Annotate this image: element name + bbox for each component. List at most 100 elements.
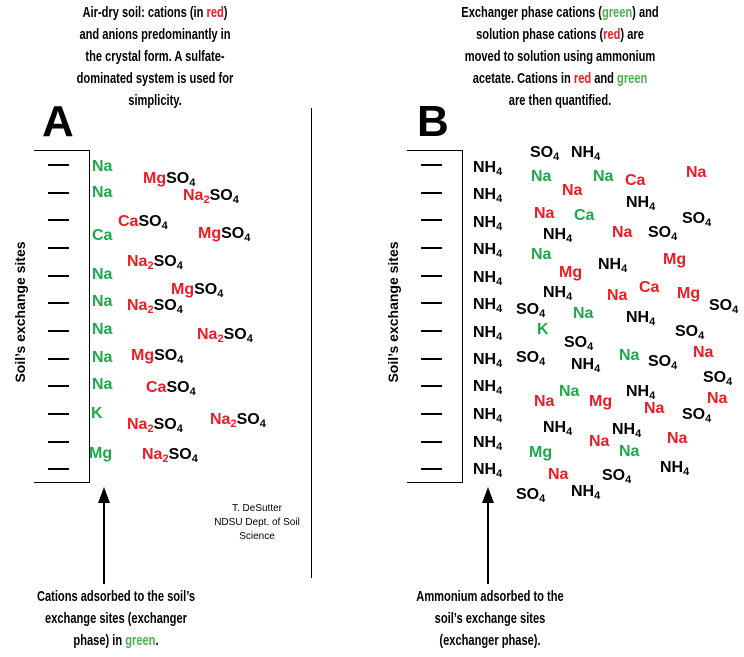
subscript: 2 xyxy=(147,260,154,272)
text-segment: Mg xyxy=(677,285,701,302)
text-segment: SO xyxy=(516,301,540,318)
text-segment: K xyxy=(537,321,549,338)
subscript: 4 xyxy=(705,413,712,425)
text-segment: SO xyxy=(166,170,190,187)
ion-label: Mg xyxy=(677,284,700,304)
ion-label: NH4 xyxy=(571,143,600,163)
subscript: 4 xyxy=(244,232,251,244)
subscript: 4 xyxy=(246,333,253,345)
ion-label: NH4 xyxy=(473,213,502,233)
panel-divider xyxy=(311,108,312,578)
ion-label: NH4 xyxy=(473,268,502,288)
exchange-site-tick xyxy=(48,413,69,415)
ion-label: Mg xyxy=(589,392,612,412)
subscript: 4 xyxy=(176,304,183,316)
exchange-site-tick xyxy=(48,358,69,360)
text-segment: SO xyxy=(166,379,190,396)
text-segment: Na xyxy=(619,347,640,364)
text-segment: Na xyxy=(619,443,640,460)
text-segment: Na xyxy=(92,376,113,393)
ion-label: Na xyxy=(92,157,112,177)
ion-label: CaSO4 xyxy=(146,378,196,398)
text-segment: Na xyxy=(612,224,633,241)
panel-b-axis-label: Soil’s exchange sites xyxy=(385,241,401,383)
caption-line: Exchanger phase cations (green) and xyxy=(449,2,671,24)
caption-line: moved to solution using ammonium xyxy=(449,46,671,68)
text-segment: Na xyxy=(707,390,728,407)
exchange-site-tick xyxy=(421,468,442,470)
exchange-site-tick xyxy=(421,247,442,249)
text-segment: Na xyxy=(92,321,113,338)
text-segment: NH xyxy=(626,383,650,400)
text-segment: the crystal form. A sulfate- xyxy=(85,48,225,65)
ion-label: Mg xyxy=(89,444,112,464)
ion-label: NH4 xyxy=(473,185,502,205)
caption-line: exchange sites (exchanger xyxy=(5,608,227,630)
ion-label: Na xyxy=(531,167,551,187)
ion-label: NH4 xyxy=(626,382,655,402)
subscript: 4 xyxy=(232,194,239,206)
panel-a-caption: Cations adsorbed to the soil’s exchange s… xyxy=(5,586,227,652)
ion-label: Na xyxy=(589,432,609,452)
ion-label: MgSO4 xyxy=(198,224,250,244)
text-segment: NH xyxy=(571,483,595,500)
text-segment: red xyxy=(573,70,592,87)
ion-label: NH4 xyxy=(571,355,600,375)
ion-label: Ca xyxy=(574,206,594,226)
ion-label: SO4 xyxy=(648,223,677,243)
exchange-site-tick xyxy=(48,441,69,443)
exchange-site-tick xyxy=(421,413,442,415)
text-segment: SO xyxy=(153,416,177,433)
panel-b-caption: Ammonium adsorbed to the soil’s exchange … xyxy=(379,586,601,652)
exchange-site-tick xyxy=(421,358,442,360)
ion-label: Na2SO4 xyxy=(127,415,183,435)
caption-line: phase) in green. xyxy=(5,630,227,652)
text-segment: green xyxy=(125,632,156,649)
subscript: 4 xyxy=(177,354,184,366)
text-segment: Mg xyxy=(171,281,195,298)
text-segment: acetate. Cations in xyxy=(472,70,574,87)
ion-label: Na xyxy=(92,348,112,368)
ion-label: K xyxy=(91,404,103,424)
ion-label: NH4 xyxy=(571,482,600,502)
text-segment: NH xyxy=(473,186,497,203)
text-segment: NH xyxy=(473,214,497,231)
text-segment: Na xyxy=(127,253,148,270)
ion-label: Na xyxy=(619,346,639,366)
text-segment: NH xyxy=(473,159,497,176)
subscript: 4 xyxy=(496,358,503,370)
text-segment: solution phase cations ( xyxy=(476,26,604,43)
text-segment: Ca xyxy=(639,279,660,296)
exchange-site-tick xyxy=(48,302,69,304)
caption-line: simplicity. xyxy=(44,90,266,112)
text-segment: SO xyxy=(153,297,177,314)
panel-b-exchange-sites-bracket xyxy=(407,150,463,483)
ion-label: Na xyxy=(92,265,112,285)
subscript: 4 xyxy=(176,423,183,435)
ion-label: SO4 xyxy=(709,296,738,316)
caption-line: Ammonium adsorbed to the xyxy=(379,586,601,608)
caption-line: the crystal form. A sulfate- xyxy=(44,46,266,68)
subscript: 4 xyxy=(671,360,678,372)
caption-line: acetate. Cations in red and green xyxy=(449,68,671,90)
text-segment: are then quantified. xyxy=(508,92,612,109)
ion-label: NH4 xyxy=(473,433,502,453)
text-segment: ) are xyxy=(620,26,644,43)
panel-a-exchange-sites-bracket xyxy=(34,150,90,483)
subscript: 4 xyxy=(496,303,503,315)
text-segment: Na xyxy=(92,349,113,366)
text-segment: Mg xyxy=(131,347,155,364)
caption-line: are then quantified. xyxy=(449,90,671,112)
ion-label: Na xyxy=(619,442,639,462)
text-segment: NH xyxy=(543,419,567,436)
ion-label: NH4 xyxy=(543,225,572,245)
exchange-site-tick xyxy=(421,441,442,443)
ion-label: Na xyxy=(693,343,713,363)
subscript: 2 xyxy=(147,423,154,435)
text-segment: Na xyxy=(92,184,113,201)
exchange-site-tick xyxy=(421,330,442,332)
ion-label: NH4 xyxy=(543,418,572,438)
text-segment: NH xyxy=(473,406,497,423)
exchange-site-tick xyxy=(421,385,442,387)
text-segment: exchange sites (exchanger xyxy=(45,610,187,627)
